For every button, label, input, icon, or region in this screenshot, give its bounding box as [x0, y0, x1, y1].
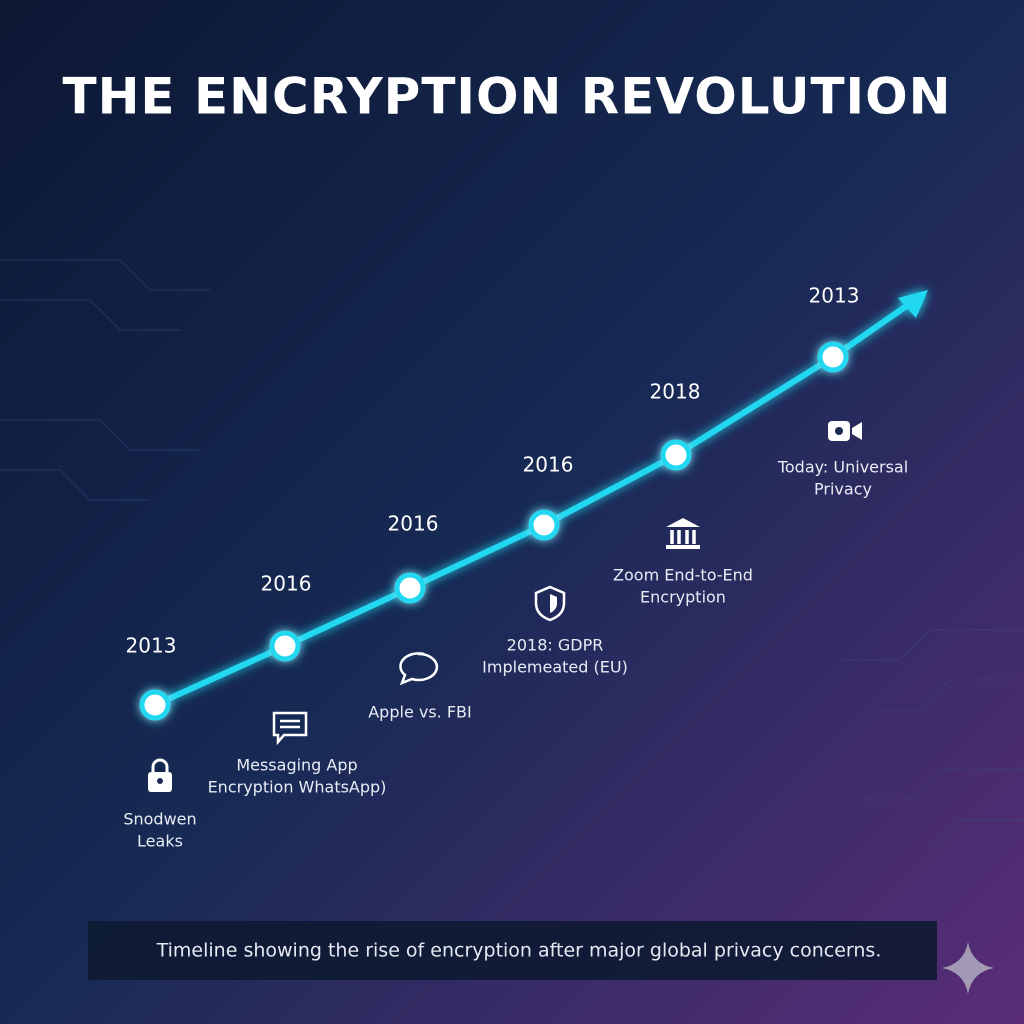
node-dot [139, 689, 171, 721]
node-icon [534, 585, 566, 622]
icon-shape [157, 778, 163, 784]
node-dot [269, 630, 301, 662]
icon-shape [666, 518, 700, 527]
node-icon [399, 652, 439, 686]
icon-shape [852, 422, 862, 440]
timeline-node: 2018 Zoom End-to-End Encryption [613, 380, 753, 607]
icon-shape [534, 585, 566, 622]
icon-shape [280, 719, 300, 729]
timeline-node: 2016 Messaging App Encryption WhatsApp) [208, 572, 387, 797]
node-label: 2018: GDPR [507, 636, 604, 655]
node-label: Snodwen [123, 810, 196, 829]
arrow-head [898, 290, 928, 318]
node-label: Privacy [814, 480, 872, 499]
sparkle [942, 942, 994, 994]
timeline-node: 2016 Apple vs. FBI [368, 512, 472, 722]
node-label: Leaks [137, 832, 183, 851]
node-label: Apple vs. FBI [368, 703, 472, 722]
icon-shape [399, 652, 439, 686]
title: THE ENCRYPTION REVOLUTION [62, 68, 951, 126]
icon-shape [151, 758, 169, 772]
node-dot [528, 509, 560, 541]
nodes: 2013 Snodwen Leaks 2016 Messaging App Encrypt… [123, 284, 908, 851]
node-label: Today: Universal [777, 458, 908, 477]
icon-shape [550, 594, 557, 613]
node-year: 2016 [523, 453, 574, 477]
node-year: 2018 [650, 380, 701, 404]
caption: Timeline showing the rise of encryption … [156, 940, 882, 962]
node-dot [817, 341, 849, 373]
icon-shape [666, 545, 700, 549]
circuit-decoration [0, 259, 1024, 851]
node-icon [828, 421, 862, 441]
timeline-node: 2013 Snodwen Leaks [123, 634, 196, 851]
node-year: 2016 [261, 572, 312, 596]
icon-shape [272, 711, 308, 746]
icon-shape [835, 427, 843, 435]
node-year: 2016 [388, 512, 439, 536]
node-year: 2013 [809, 284, 860, 308]
node-icon [666, 518, 700, 549]
node-label: Messaging App [236, 756, 357, 775]
caption-box [88, 921, 937, 980]
icon-shape [670, 530, 696, 544]
node-year: 2013 [126, 634, 177, 658]
node-dot [394, 572, 426, 604]
node-dot [660, 439, 692, 471]
node-label: Implemeated (EU) [482, 658, 628, 677]
node-label: Encryption [640, 588, 726, 607]
node-icon [148, 758, 172, 792]
timeline-node: 2016 2018: GDPR Implemeated (EU) [482, 453, 628, 677]
timeline-node: 2013 Today: Universal Privacy [777, 284, 908, 499]
node-icon [272, 711, 308, 746]
node-label: Zoom End-to-End [613, 566, 753, 585]
node-label: Encryption WhatsApp) [208, 778, 387, 797]
